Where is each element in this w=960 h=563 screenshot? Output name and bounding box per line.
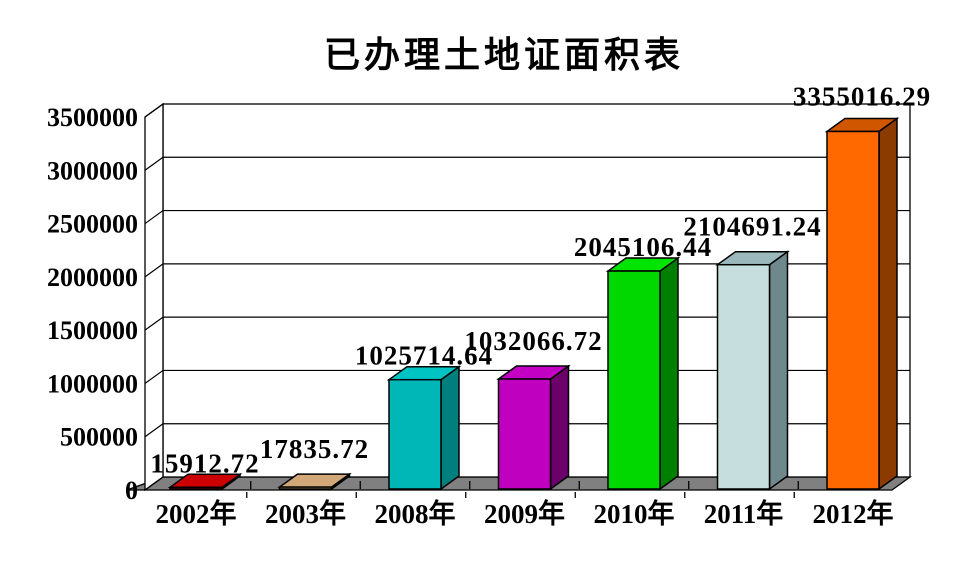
y-axis-label: 3500000	[47, 103, 138, 132]
value-label: 17835.72	[260, 434, 369, 464]
bar-2003年	[278, 486, 333, 490]
value-label: 15912.72	[150, 448, 259, 478]
bar-2002年	[169, 486, 223, 490]
y-axis-label: 500000	[60, 423, 138, 452]
y-tick	[144, 316, 164, 331]
value-label: 2045106.44	[574, 232, 712, 262]
x-axis-label: 2009年	[484, 498, 565, 529]
bar-side-2010年	[659, 256, 679, 491]
y-axis-label: 2500000	[47, 210, 138, 239]
y-axis-label: 2000000	[47, 263, 138, 292]
bar-2011年	[716, 263, 771, 490]
x-axis-label: 2011年	[704, 498, 784, 529]
y-tick	[144, 156, 164, 171]
bar-2012年	[826, 130, 880, 490]
y-axis-label: 1500000	[47, 316, 138, 345]
bar-side-2012年	[878, 116, 898, 491]
value-label: 3355016.29	[793, 81, 931, 111]
bar-2010年	[607, 270, 661, 490]
x-axis-label: 2003年	[265, 498, 346, 529]
x-axis-label: 2008年	[375, 498, 456, 529]
x-axis-label: 2002年	[156, 498, 237, 529]
chart-title: 已办理土地证面积表	[323, 34, 684, 75]
x-axis-label: 2010年	[594, 498, 675, 529]
y-axis-label: 1000000	[47, 369, 138, 398]
y-tick	[144, 423, 164, 438]
chart-left-wall	[144, 102, 164, 492]
y-tick	[144, 369, 164, 384]
y-tick	[144, 103, 164, 118]
bar-2009年	[497, 378, 552, 490]
y-axis-label: 0	[125, 476, 138, 505]
value-label: 1032066.72	[464, 326, 602, 356]
value-label: 2104691.24	[683, 212, 821, 242]
bar-side-2009年	[549, 364, 570, 491]
x-axis-label: 2012年	[813, 498, 894, 529]
bar-2008年	[388, 378, 442, 490]
y-tick	[144, 476, 164, 491]
bar-side-2008年	[440, 365, 460, 491]
y-tick	[144, 210, 164, 225]
y-axis-label: 3000000	[47, 156, 138, 185]
y-tick	[144, 263, 164, 278]
value-label: 1025714.64	[355, 341, 493, 371]
bar-side-2011年	[768, 250, 789, 491]
